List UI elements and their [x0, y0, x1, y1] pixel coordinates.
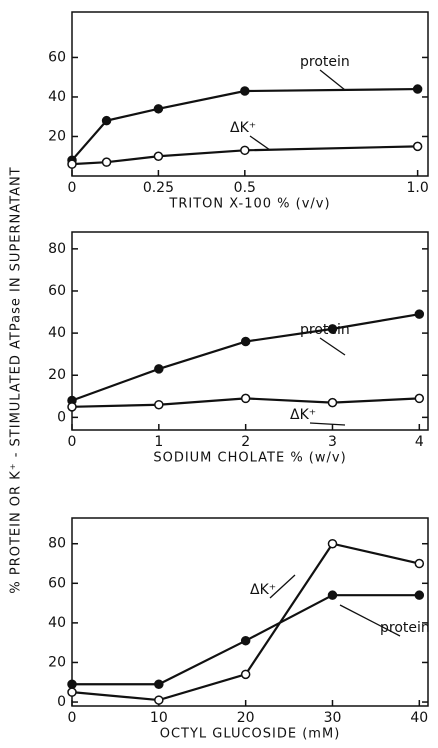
plot-frame	[71, 517, 429, 707]
x-tick-label: 2	[241, 434, 250, 450]
x-tick-label: 0	[68, 180, 77, 196]
plot-frame	[71, 11, 429, 177]
x-tick-label: 0.25	[143, 180, 174, 196]
x-tick-label: 0.5	[234, 180, 256, 196]
data-point	[67, 402, 77, 412]
data-point	[240, 635, 251, 646]
label-arrow	[309, 422, 346, 426]
data-point	[153, 151, 164, 161]
data-point	[327, 590, 338, 600]
y-tick-label: 40	[48, 325, 66, 341]
data-point	[414, 309, 425, 319]
data-point	[101, 115, 112, 126]
x-axis-label: TRITON X-100 % (v/v)	[168, 197, 330, 212]
data-point	[412, 141, 423, 152]
y-tick-label: 20	[48, 367, 66, 383]
y-tick-label: 60	[48, 283, 66, 299]
y-tick-label: 0	[57, 409, 66, 425]
label-arrow	[339, 604, 401, 637]
data-point	[67, 687, 77, 697]
data-point	[240, 86, 250, 96]
series-label: ΔK⁺	[230, 120, 256, 136]
series-label: protein	[300, 322, 350, 338]
y-tick-label: 0	[57, 694, 66, 710]
data-point	[327, 324, 338, 334]
series-label: protein	[300, 54, 350, 70]
y-tick-label: 60	[48, 575, 66, 591]
y-tick-label: 60	[48, 49, 66, 65]
x-tick-label: 0	[68, 710, 77, 726]
x-tick-label: 0	[68, 434, 77, 450]
data-point	[67, 679, 77, 689]
data-point	[67, 159, 77, 169]
series-line	[71, 313, 420, 402]
x-tick-label: 1.0	[406, 180, 428, 196]
x-tick-label: 40	[410, 710, 428, 726]
label-arrow	[269, 574, 296, 599]
y-axis-label: % PROTEIN OR K⁺ - STIMULATED ATPase IN S…	[9, 166, 24, 593]
series-label: ΔK⁺	[290, 407, 316, 423]
y-tick-label: 40	[48, 615, 66, 631]
data-point	[154, 679, 164, 689]
data-point	[327, 538, 338, 549]
x-tick-label: 20	[237, 710, 255, 726]
data-point	[240, 336, 251, 347]
x-axis-label: SODIUM CHOLATE % (w/v)	[153, 451, 346, 466]
data-point	[240, 145, 250, 156]
data-point	[240, 669, 251, 680]
x-tick-label: 3	[328, 434, 337, 450]
series-label: protein	[380, 620, 430, 636]
x-axis-label: OCTYL GLUCOSIDE (mM)	[160, 727, 341, 742]
series-label: ΔK⁺	[250, 582, 276, 598]
data-point	[412, 84, 423, 94]
y-tick-label: 80	[48, 241, 66, 257]
x-tick-label: 30	[324, 710, 342, 726]
data-point	[154, 695, 164, 705]
data-point	[327, 397, 338, 408]
y-tick-label: 20	[48, 128, 66, 144]
x-tick-label: 10	[150, 710, 168, 726]
y-tick-label: 40	[48, 89, 66, 105]
data-point	[154, 364, 164, 374]
x-tick-label: 4	[415, 434, 424, 450]
y-tick-label: 80	[48, 536, 66, 552]
label-arrow	[319, 69, 346, 91]
plot-frame	[71, 231, 429, 431]
data-point	[414, 590, 425, 600]
label-arrow	[319, 337, 346, 356]
data-point	[240, 393, 251, 404]
y-tick-label: 20	[48, 654, 66, 670]
data-point	[414, 558, 425, 569]
data-point	[153, 104, 164, 114]
data-point	[154, 399, 164, 410]
data-point	[101, 157, 112, 167]
label-arrow	[249, 135, 271, 151]
x-tick-label: 1	[154, 434, 163, 450]
data-point	[414, 393, 425, 404]
